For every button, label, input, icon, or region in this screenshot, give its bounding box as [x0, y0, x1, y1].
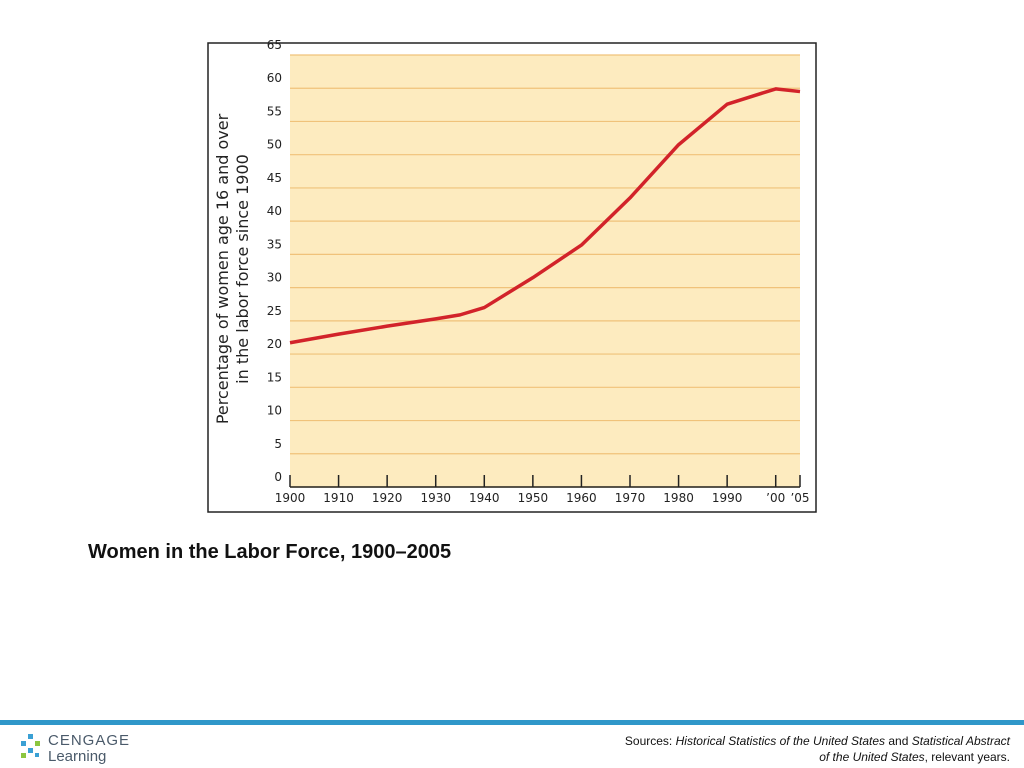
x-tick-label: 1920 [372, 491, 403, 505]
x-tick-label: 1950 [518, 491, 549, 505]
y-tick-label: 10 [267, 404, 282, 418]
x-tick-label: 1930 [420, 491, 451, 505]
footer-rule [0, 720, 1024, 725]
x-tick-label: ’00 [766, 491, 785, 505]
y-tick-label: 60 [267, 71, 282, 85]
y-tick-label: 20 [267, 337, 282, 351]
sources-text: Historical Statistics of the United Stat… [675, 734, 886, 748]
sources-text: , relevant years. [924, 750, 1010, 764]
sources-text: Sources: [624, 734, 676, 748]
x-tick-label: 1900 [275, 491, 306, 505]
sources-text: of the United States [819, 750, 925, 764]
y-axis-label: Percentage of women age 16 and over [213, 113, 232, 424]
x-tick-label: ’05 [790, 491, 809, 505]
x-tick-label: 1960 [566, 491, 597, 505]
sources: Sources: Historical Statistics of the Un… [625, 733, 1010, 765]
y-tick-label: 65 [267, 38, 282, 52]
logo-text: CENGAGE [48, 732, 131, 749]
chart-title: Women in the Labor Force, 1900–2005 [88, 541, 452, 563]
y-tick-label: 45 [267, 171, 282, 185]
y-tick-label: 55 [267, 104, 282, 118]
x-tick-label: 1910 [323, 491, 354, 505]
sources-text: Statistical Abstract [911, 734, 1010, 748]
sources-line: Sources: Historical Statistics of the Un… [625, 733, 1010, 749]
logo-icon [21, 734, 40, 758]
sources-line: of the United States, relevant years. [625, 749, 1010, 765]
chart: 0 5 10 15 20 25 30 35 40 45 50 55 60 65 1900 1910 1920 19… [207, 38, 817, 513]
x-tick-label: 1990 [712, 491, 743, 505]
y-tick-label: 25 [267, 304, 282, 318]
data-line [289, 87, 801, 345]
logo: CENGAGE Learning [18, 730, 148, 766]
x-tick-label: 1970 [615, 491, 646, 505]
y-tick-label: 15 [267, 370, 282, 384]
y-tick-label: 35 [267, 237, 282, 251]
y-tick-label: 50 [267, 138, 282, 152]
y-tick-label: 40 [267, 204, 282, 218]
x-tick-label: 1980 [663, 491, 694, 505]
y-tick-label: 30 [267, 271, 282, 285]
y-axis-label: in the labor force since 1900 [233, 154, 252, 384]
y-tick-label: 5 [274, 437, 282, 451]
logo-text: Learning [48, 748, 107, 765]
y-tick-label: 0 [274, 470, 282, 484]
x-tick-label: 1940 [469, 491, 500, 505]
sources-text: and [885, 734, 912, 748]
